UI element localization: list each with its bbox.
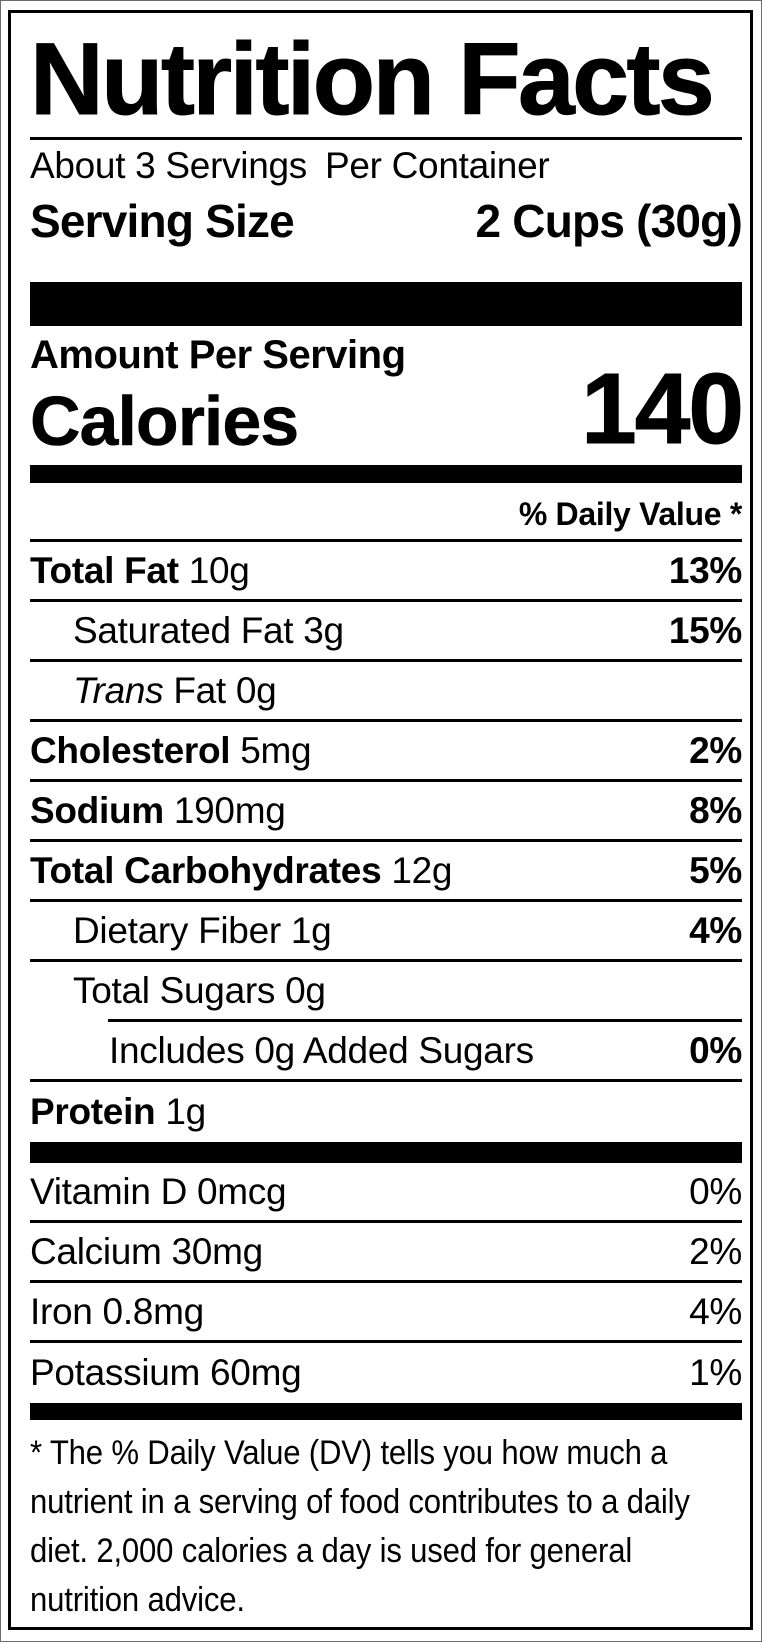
nutrient-row: Dietary Fiber 1g 4% (30, 902, 742, 962)
nutrient-percent: 4% (689, 1290, 742, 1332)
amount-per-serving-label: Amount Per Serving (30, 333, 406, 377)
nutrient-row: Cholesterol 5mg 2% (30, 722, 742, 782)
nutrient-name: Total Carbohydrates (30, 849, 382, 891)
nutrient-label: Calcium 30mg (30, 1231, 263, 1273)
nutrient-percent: 0% (689, 1170, 742, 1212)
nutrient-label: Vitamin D 0mcg (30, 1170, 287, 1213)
separator-bar (30, 465, 742, 483)
nutrient-row: Calcium 30mg 2% (30, 1223, 742, 1283)
nutrient-name: Protein (30, 1091, 156, 1132)
nutrient-label: Total Sugars 0g (73, 970, 326, 1012)
nutrient-name: Calcium (30, 1230, 162, 1272)
label-content: Nutrition Facts About 3 Servings Per Con… (11, 13, 750, 1625)
nutrient-amount: 3g (303, 609, 344, 651)
nutrient-name: Sodium (30, 789, 164, 831)
nutrient-label: Sodium 190mg (30, 790, 286, 832)
serving-size-row: Serving Size 2 Cups (30g) (30, 192, 743, 250)
nutrient-amount: 30mg (171, 1230, 264, 1272)
partial-divider (108, 1019, 742, 1022)
nutrient-amount: 12g (391, 849, 453, 891)
separator-bar (30, 1142, 742, 1163)
nutrient-row: Includes 0g Added Sugars 0% (30, 1022, 742, 1082)
nutrient-amount: 10g (188, 549, 250, 591)
micronutrient-rows: Vitamin D 0mcg 0% Calcium 30mg 2% Iron 0.8mg… (30, 1163, 742, 1403)
serving-size-value: 2 Cups (30g) (475, 195, 743, 247)
nutrient-name: Vitamin D (30, 1170, 188, 1212)
calories-label: Calories (30, 382, 300, 461)
nutrient-label: Dietary Fiber 1g (73, 909, 332, 952)
nutrient-row: Trans Fat 0g (30, 662, 742, 722)
nutrient-name: Potassium (30, 1352, 201, 1393)
nutrient-percent: 4% (689, 909, 742, 951)
nutrient-row: Total Sugars 0g (30, 962, 742, 1019)
calories-section: Amount Per Serving Calories 140 (30, 326, 745, 465)
nutrient-amount: 0.8mg (102, 1290, 205, 1332)
nutrient-row: Vitamin D 0mcg 0% (30, 1163, 742, 1223)
nutrient-label: Cholesterol 5mg (30, 729, 312, 772)
title-divider (30, 137, 742, 140)
thick-separator-bar (30, 282, 742, 326)
servings-per-container-line: About 3 Servings Per Container (30, 140, 742, 192)
nutrient-percent: 13% (668, 549, 742, 591)
nutrient-amount: 0g (235, 669, 277, 711)
nutrient-row: Sodium 190mg 8% (30, 782, 742, 842)
nutrient-name: Fat (173, 669, 226, 711)
nutrient-label: Total Carbohydrates 12g (30, 850, 452, 892)
nutrient-name: Total Sugars (73, 969, 276, 1011)
nutrient-percent: 0% (689, 1029, 742, 1071)
nutrient-amount: 190mg (173, 789, 286, 831)
nutrient-label: Protein 1g (30, 1091, 206, 1133)
nutrient-amount: 1g (165, 1091, 206, 1132)
nutrient-label: Potassium 60mg (30, 1352, 302, 1394)
nutrient-percent: 2% (689, 1230, 742, 1272)
footnote-separator-bar (30, 1403, 742, 1420)
nutrient-row: Iron 0.8mg 4% (30, 1283, 742, 1343)
nutrient-rows: Total Fat 10g 13% Saturated Fat 3g 15% Trans… (30, 542, 742, 1142)
nutrient-amount: 0g (285, 969, 326, 1011)
nutrient-name: Includes 0g Added Sugars (109, 1029, 534, 1071)
nutrient-name-italic: Trans (73, 669, 164, 711)
nutrition-label-box: Nutrition Facts About 3 Servings Per Con… (8, 10, 753, 1630)
nutrient-row: Total Carbohydrates 12g 5% (30, 842, 742, 902)
calories-value: 140 (581, 353, 745, 465)
nutrient-label: Iron 0.8mg (30, 1291, 204, 1333)
nutrient-percent: 1% (689, 1352, 742, 1393)
nutrient-label: Saturated Fat 3g (73, 610, 344, 652)
nutrient-percent: 8% (689, 789, 742, 831)
daily-value-header: % Daily Value * (30, 483, 742, 542)
nutrient-label: Trans Fat 0g (73, 669, 277, 712)
nutrient-row: Potassium 60mg 1% (30, 1343, 742, 1403)
nutrient-label: Total Fat 10g (30, 550, 250, 592)
nutrition-facts-title: Nutrition Facts (30, 22, 716, 136)
nutrient-name: Cholesterol (30, 729, 231, 771)
nutrient-amount: 60mg (210, 1352, 302, 1393)
nutrient-amount: 1g (290, 909, 332, 951)
nutrient-percent: 15% (668, 609, 742, 651)
nutrient-percent: 5% (689, 849, 742, 891)
nutrient-amount: 5mg (240, 729, 312, 771)
nutrient-name: Dietary Fiber (73, 909, 281, 951)
nutrient-label: Includes 0g Added Sugars (109, 1030, 534, 1072)
daily-value-footnote: * The % Daily Value (DV) tells you how m… (30, 1434, 690, 1619)
serving-size-label: Serving Size (30, 195, 295, 247)
nutrient-name: Iron (30, 1290, 93, 1332)
footnote-section: * The % Daily Value (DV) tells you how m… (30, 1420, 742, 1625)
servings-count: About 3 Servings (30, 145, 307, 186)
nutrient-name: Total Fat (30, 549, 179, 591)
nutrient-name: Saturated Fat (73, 609, 294, 651)
servings-suffix: Per Container (324, 145, 550, 186)
nutrient-row: Total Fat 10g 13% (30, 542, 742, 602)
nutrient-row: Saturated Fat 3g 15% (30, 602, 742, 662)
nutrient-amount: 0mcg (197, 1170, 287, 1212)
nutrient-percent: 2% (689, 729, 742, 771)
nutrient-row: Protein 1g (30, 1082, 742, 1142)
